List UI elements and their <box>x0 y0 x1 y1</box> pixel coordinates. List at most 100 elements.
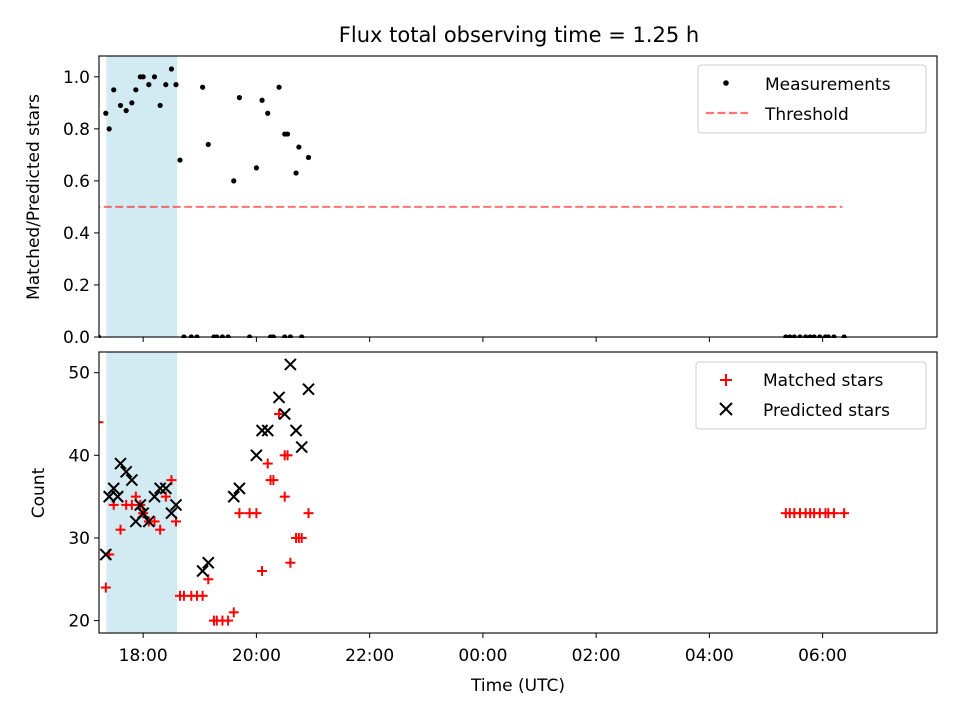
predicted-legend-marker <box>719 402 733 416</box>
measurements-legend-marker <box>723 80 729 86</box>
measurement-point <box>236 95 243 101</box>
x-tick-label: 00:00 <box>458 646 507 666</box>
predicted-star-point <box>255 424 269 437</box>
x-axis-label: Time (UTC) <box>470 676 565 696</box>
matched-star-point <box>268 475 279 486</box>
measurement-point <box>200 84 206 90</box>
predicted-star-point <box>148 490 161 503</box>
measurement-point <box>259 97 265 103</box>
x-tick-label: 22:00 <box>345 646 394 666</box>
measurement-point <box>163 82 169 88</box>
matched-star-point <box>84 417 94 427</box>
measurement-point <box>265 110 271 116</box>
matched-star-point <box>228 607 239 618</box>
ratio-legend: Measurements Threshold <box>697 64 927 134</box>
matched-star-point <box>285 557 296 568</box>
matched-star-point <box>257 566 268 577</box>
ratio-axes-frame <box>98 55 938 338</box>
measurement-point <box>151 74 158 80</box>
ratio-observing-span <box>106 56 178 337</box>
matched-star-point <box>282 450 293 461</box>
predicted-star-point <box>99 548 113 561</box>
measurements-legend-label: Measurements <box>765 75 891 95</box>
ratio-y-tick-label: 0.4 <box>63 224 90 244</box>
measurement-point <box>293 170 299 176</box>
ratio-y-tick-label: 0.8 <box>63 120 90 140</box>
threshold-legend-label: Threshold <box>764 105 849 125</box>
matched-star-point <box>223 615 234 626</box>
predicted-star-point <box>295 440 308 454</box>
predicted-star-point <box>165 506 178 520</box>
measurement-point <box>140 74 146 80</box>
count-legend: Matched stars Predicted stars <box>695 361 927 430</box>
count-y-tick-label: 50 <box>68 364 90 384</box>
predicted-star-point <box>134 498 147 512</box>
measurement-point <box>103 110 109 116</box>
measurement-point <box>123 108 129 114</box>
predicted-star-point <box>142 515 156 528</box>
x-tick-label: 04:00 <box>685 646 734 666</box>
measurement-point <box>305 154 312 161</box>
count-axes-frame <box>98 351 938 634</box>
measurement-point <box>284 131 291 137</box>
predicted-star-point <box>284 358 297 371</box>
count-y-tick-label: 40 <box>68 446 90 466</box>
predicted-star-point <box>153 482 167 495</box>
matched-legend-marker <box>720 374 732 386</box>
measurement-point <box>177 157 183 163</box>
chart-title: Flux total observing time = 1.25 h <box>339 23 699 47</box>
measurement-point <box>157 102 163 109</box>
measurement-point <box>111 87 117 93</box>
matched-star-point <box>126 499 137 510</box>
ratio-legend-frame <box>697 64 927 134</box>
x-tick-label: 18:00 <box>119 646 168 666</box>
matched-star-point <box>115 524 126 535</box>
measurement-point <box>173 82 179 88</box>
measurement-point <box>133 87 139 93</box>
ratio-y-tick-label: 1.0 <box>63 68 90 88</box>
predicted-star-point <box>111 490 124 503</box>
predicted-star-point <box>136 506 150 520</box>
x-tick-label: 06:00 <box>798 646 847 666</box>
ratio-panel: 0.0 0.2 0.4 0.6 0.8 1.0 <box>63 55 938 348</box>
matched-star-point <box>89 417 99 427</box>
matched-star-point <box>296 532 307 543</box>
measurement-point <box>296 144 302 150</box>
predicted-star-point <box>119 465 133 479</box>
measurement-point <box>129 100 135 106</box>
predicted-star-point <box>302 382 315 396</box>
predicted-star-point <box>114 457 127 470</box>
ratio-y-tick-label: 0.2 <box>63 276 90 296</box>
matched-star-point <box>274 408 285 419</box>
predicted-star-point <box>233 482 246 495</box>
matched-star-point <box>155 524 166 535</box>
count-y-tick-label: 20 <box>68 612 90 632</box>
measurement-point <box>231 178 237 184</box>
predicted-star-point <box>272 391 286 404</box>
predicted-star-point <box>289 424 303 437</box>
predicted-star-point <box>227 490 240 503</box>
predicted-star-point <box>159 482 173 495</box>
ratio-y-tick-label: 0.6 <box>63 172 90 192</box>
measurement-point <box>276 84 282 90</box>
predicted-star-point <box>202 556 215 569</box>
predicted-star-point <box>261 424 274 437</box>
count-y-tick-label: 30 <box>68 529 90 549</box>
measurement-point <box>253 165 260 171</box>
matched-star-point <box>149 516 160 527</box>
matched-star-point <box>828 508 839 519</box>
measurement-point <box>168 66 175 72</box>
count-y-axis-label: Count <box>29 467 49 518</box>
ratio-y-axis-label: Matched/Predicted stars <box>24 94 44 300</box>
count-panel: 20 30 40 50 18:00 20:00 22:00 00:00 02:00 04:00 06… <box>68 351 938 666</box>
matched-star-point <box>100 582 111 593</box>
predicted-star-point <box>125 473 139 487</box>
matched-star-point <box>279 491 290 502</box>
predicted-star-point <box>196 564 209 578</box>
matched-star-point <box>234 508 245 519</box>
predicted-star-point <box>107 482 120 495</box>
predicted-star-point <box>250 449 263 462</box>
measurement-point <box>205 141 211 148</box>
measurement-point <box>146 82 152 88</box>
